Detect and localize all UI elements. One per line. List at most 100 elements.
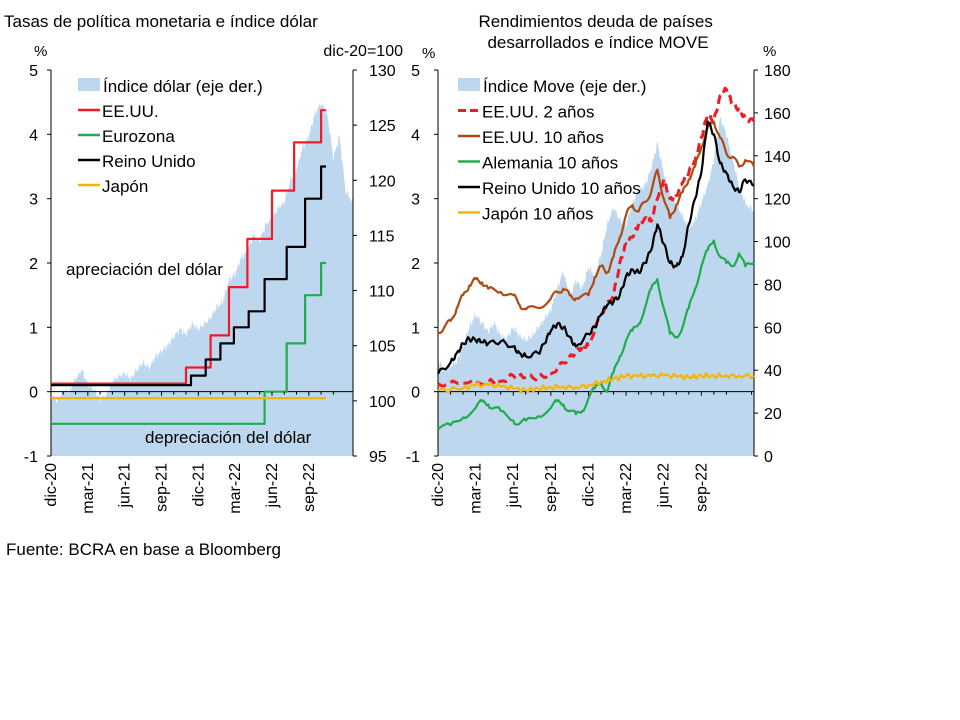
left-legend-item-eurozona: Eurozona [78,127,175,146]
right-right-tick-label: 60 [764,320,782,337]
left-left-tick-label: 4 [29,127,38,144]
source-note: Fuente: BCRA en base a Bloomberg [6,540,281,559]
right-x-tick-label: jun-22 [656,463,673,509]
chart-left-title: Tasas de política monetaria e índice dól… [4,12,318,31]
left-right-tick-label: 110 [369,284,395,301]
left-legend-item-reino-unido: Reino Unido [78,152,196,171]
left-x-tick-label: mar-22 [227,463,244,514]
legend-label: Índice Move (eje der.) [483,77,646,96]
right-series-alemania-10-anos [437,239,755,430]
right-right-tick-label: 180 [764,63,791,80]
right-legend-item-ee-uu-2-anos: EE.UU. 2 años [458,103,594,122]
right-x-tick-label: mar-22 [618,463,635,514]
chart-left-x-axis-ticks: dic-20 mar-21 jun-21 sep-21 dic-21 mar-22 jun-… [43,391,334,514]
right-right-tick-label: 40 [764,363,782,380]
left-left-tick-label: 0 [29,385,38,402]
left-right-tick-label: 115 [369,228,395,245]
chart-right-bond-yields: Rendimientos deuda de países desarrollad… [406,12,791,514]
legend-swatch [78,78,100,91]
right-left-tick-label: -1 [406,449,420,466]
legend-label: Alemania 10 años [482,154,618,173]
chart-left-right-axis-ticks: 95 100 105 110 115 120 125 130 [353,63,396,466]
chart-left-left-axis-ticks: -1 0 1 2 3 4 5 [24,63,51,466]
chart-right-x-axis-ticks: dic-20 mar-21 jun-21 sep-21 dic-21 mar-22 jun-… [430,391,752,514]
right-series-ee-uu-2-anos [437,86,756,388]
right-left-tick-label: 2 [411,256,420,273]
left-x-tick-label: sep-22 [301,463,318,512]
left-series-eurozona [51,261,326,425]
legend-label: Japón [102,177,148,196]
right-x-tick-label: dic-20 [430,463,447,507]
chart-right-right-axis-ticks: 0 20 40 60 80 100 120 140 160 180 [754,63,791,466]
left-left-tick-label: 2 [29,256,38,273]
right-x-tick-label: sep-22 [693,463,710,512]
annotation-dollar-appreciation: apreciación del dólar [66,260,223,279]
right-legend-item-indice-move-eje-der: Índice Move (eje der.) [458,77,646,96]
right-left-tick-label: 3 [411,192,420,209]
right-x-tick-label: dic-21 [581,463,598,507]
right-right-tick-label: 160 [764,106,791,123]
left-right-tick-label: 100 [369,394,396,411]
left-x-tick-label: sep-21 [154,463,171,512]
left-right-tick-label: 125 [369,118,396,135]
chart-left-monetary-rates: Tasas de política monetaria e índice dól… [4,12,403,514]
chart-right-title-line-2: desarrollados e índice MOVE [487,33,708,52]
right-legend-item-alemania-10-anos: Alemania 10 años [458,154,618,173]
right-left-tick-label: 1 [411,320,420,337]
right-x-tick-label: mar-21 [468,463,485,514]
right-right-tick-label: 140 [764,149,791,166]
right-left-tick-label: 4 [411,127,420,144]
chart-right-left-unit: % [422,45,435,62]
chart-left-right-unit: dic-20=100 [323,43,403,60]
legend-label: Japón 10 años [482,205,594,224]
left-x-tick-label: dic-20 [43,463,60,507]
left-left-tick-label: -1 [24,449,38,466]
right-right-tick-label: 0 [764,449,773,466]
right-series-japon-10-anos [437,371,755,394]
right-legend-item-ee-uu-10-anos: EE.UU. 10 años [458,128,604,147]
right-series-indice-move-eje-der [438,116,754,457]
legend-label: EE.UU. [102,102,159,121]
left-x-tick-label: mar-21 [80,463,97,514]
right-right-tick-label: 80 [764,277,782,294]
chart-right-series-lines [437,86,756,430]
legend-label: EE.UU. 10 años [482,128,604,147]
chart-left-series-lines [51,109,326,425]
right-right-tick-label: 20 [764,406,782,423]
left-left-tick-label: 5 [29,63,38,80]
left-series-indice-dolar-eje-der [51,102,353,456]
right-right-tick-label: 120 [764,192,791,209]
chart-right-right-unit: % [763,43,776,60]
legend-swatch [458,78,480,91]
legend-label: Reino Unido 10 años [482,179,641,198]
chart-right-legend: Índice Move (eje der.) EE.UU. 2 años EE.UU… [458,77,646,224]
chart-right-title: Rendimientos deuda de países desarrollad… [478,12,717,52]
chart-left-area-layer [51,102,353,456]
right-left-tick-label: 0 [411,385,420,402]
annotation-dollar-depreciation: depreciación del dólar [145,428,312,447]
chart-left-left-unit: % [34,43,47,60]
left-right-tick-label: 130 [369,63,396,80]
chart-left-legend: Índice dólar (eje der.) EE.UU. Eurozona Rei… [78,77,263,196]
left-legend-item-japon: Japón [78,177,148,196]
left-legend-item-indice-dolar-eje-der: Índice dólar (eje der.) [78,77,263,96]
right-x-tick-label: sep-21 [543,463,560,512]
chart-right-area-layer [438,116,754,457]
chart-right-title-line-1: Rendimientos deuda de países [478,12,712,31]
right-x-tick-label: jun-21 [505,463,522,509]
left-series-reino-unido [51,165,326,387]
left-x-tick-label: jun-22 [264,463,281,509]
left-x-tick-label: jun-21 [117,463,134,509]
left-left-tick-label: 3 [29,192,38,209]
legend-label: Índice dólar (eje der.) [103,77,263,96]
legend-label: EE.UU. 2 años [482,103,594,122]
chart-right-left-axis-ticks: -1 0 1 2 3 4 5 [406,63,438,466]
legend-label: Reino Unido [102,152,196,171]
left-right-tick-label: 120 [369,173,396,190]
right-left-tick-label: 5 [411,63,420,80]
right-right-tick-label: 100 [764,235,791,252]
right-series-reino-unido-10-anos [437,120,755,375]
left-right-tick-label: 95 [369,449,387,466]
left-right-tick-label: 105 [369,339,396,356]
